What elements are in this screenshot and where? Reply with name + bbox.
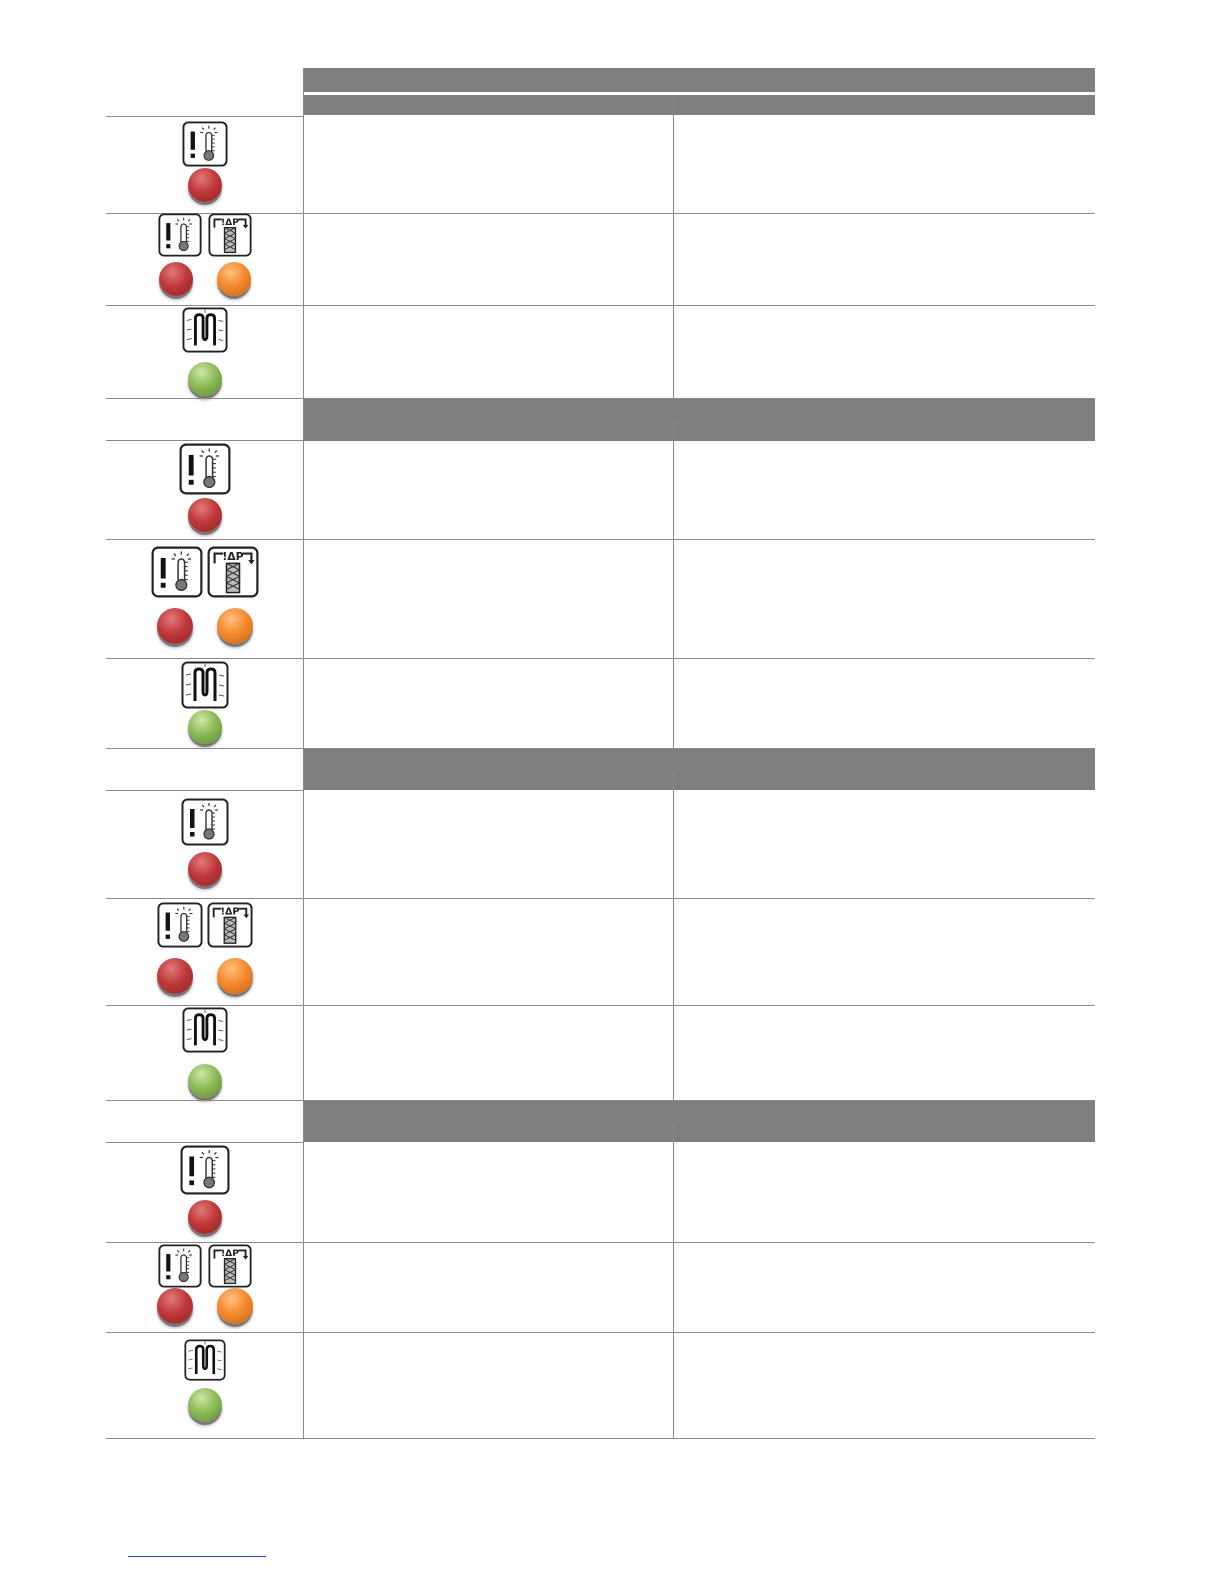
red-indicator-led bbox=[187, 498, 222, 532]
temperature-alarm-icon bbox=[157, 1244, 202, 1288]
heater-icon bbox=[183, 1339, 226, 1381]
column-header-bar bbox=[674, 1122, 1095, 1142]
svg-text:!ΔP: !ΔP bbox=[222, 550, 243, 563]
green-indicator-led bbox=[187, 362, 222, 396]
symbol-group bbox=[106, 659, 303, 711]
indicator-group bbox=[106, 1288, 303, 1324]
symbol-group: !ΔP bbox=[106, 901, 303, 949]
indicator-group bbox=[106, 362, 303, 396]
row-divider bbox=[106, 440, 303, 441]
symbol-group bbox=[106, 443, 303, 495]
orange-indicator-led bbox=[216, 608, 253, 644]
indicator-group bbox=[106, 710, 303, 744]
red-indicator-led bbox=[187, 852, 222, 886]
indicator-group bbox=[106, 1064, 303, 1098]
indicator-group bbox=[106, 1388, 303, 1422]
symbol-group bbox=[106, 1144, 303, 1196]
green-indicator-led bbox=[187, 1064, 222, 1098]
column-header-bar bbox=[303, 1122, 673, 1142]
orange-indicator-led bbox=[216, 1288, 253, 1324]
section-header-bar bbox=[303, 68, 1095, 92]
row-divider bbox=[106, 658, 1095, 659]
column-header-bar bbox=[674, 770, 1095, 790]
indicator-group bbox=[106, 498, 303, 532]
svg-text:!ΔP: !ΔP bbox=[221, 217, 239, 228]
row-divider bbox=[106, 748, 1095, 749]
heater-icon bbox=[181, 1007, 228, 1053]
temperature-alarm-icon bbox=[157, 213, 202, 257]
row-divider bbox=[106, 539, 1095, 540]
row-divider bbox=[106, 1438, 1095, 1439]
column-divider bbox=[303, 68, 304, 398]
column-divider bbox=[673, 770, 674, 1100]
section-header-bar bbox=[303, 399, 1095, 423]
red-indicator-led bbox=[156, 1288, 193, 1324]
symbol-group: !ΔP bbox=[106, 546, 303, 598]
row-divider bbox=[106, 398, 1095, 399]
temperature-alarm-icon bbox=[179, 443, 230, 495]
red-indicator-led bbox=[187, 1200, 222, 1234]
column-header-bar bbox=[303, 770, 673, 790]
indicator-group bbox=[106, 608, 303, 644]
column-header-bar bbox=[303, 421, 673, 441]
filter-pressure-icon: !ΔP bbox=[207, 1244, 252, 1288]
red-indicator-led bbox=[158, 262, 193, 296]
heater-icon bbox=[181, 307, 228, 353]
heater-icon bbox=[181, 661, 228, 709]
symbol-group bbox=[106, 121, 303, 167]
indicator-group bbox=[106, 852, 303, 886]
row-divider bbox=[106, 1100, 1095, 1101]
indicator-group bbox=[106, 262, 303, 296]
red-indicator-led bbox=[156, 958, 193, 994]
filter-pressure-icon: !ΔP bbox=[207, 546, 258, 598]
column-header-bar bbox=[674, 95, 1095, 115]
red-indicator-led bbox=[156, 608, 193, 644]
row-divider bbox=[106, 790, 303, 791]
orange-indicator-led bbox=[216, 262, 251, 296]
row-divider bbox=[106, 1142, 303, 1143]
temperature-alarm-icon bbox=[181, 798, 228, 846]
footnote-separator bbox=[128, 1556, 266, 1557]
symbol-group: !ΔP bbox=[106, 1244, 303, 1288]
row-divider bbox=[106, 116, 303, 117]
row-divider bbox=[106, 305, 1095, 306]
row-divider bbox=[106, 1242, 1095, 1243]
filter-pressure-icon: !ΔP bbox=[207, 213, 252, 257]
row-divider bbox=[106, 213, 1095, 214]
column-divider bbox=[303, 1101, 304, 1438]
column-divider bbox=[303, 399, 304, 748]
symbol-group: !ΔP bbox=[106, 213, 303, 257]
column-divider bbox=[673, 421, 674, 748]
filter-pressure-icon: !ΔP bbox=[206, 902, 253, 948]
section-header-bar bbox=[303, 749, 1095, 773]
column-divider bbox=[673, 1122, 674, 1438]
green-indicator-led bbox=[187, 1388, 222, 1422]
svg-text:!ΔP: !ΔP bbox=[220, 906, 239, 917]
temperature-alarm-icon bbox=[156, 902, 203, 948]
column-divider bbox=[673, 95, 674, 398]
red-indicator-led bbox=[187, 168, 222, 202]
row-divider bbox=[106, 1005, 1095, 1006]
column-header-bar bbox=[674, 421, 1095, 441]
indicator-group bbox=[106, 1200, 303, 1234]
temperature-alarm-icon bbox=[151, 546, 202, 598]
svg-text:!ΔP: !ΔP bbox=[221, 1248, 239, 1259]
temperature-alarm-icon bbox=[180, 1145, 229, 1195]
column-divider bbox=[303, 749, 304, 1100]
green-indicator-led bbox=[187, 710, 222, 744]
row-divider bbox=[106, 1332, 1095, 1333]
column-header-bar bbox=[303, 95, 673, 115]
symbol-group bbox=[106, 797, 303, 847]
symbol-group bbox=[106, 1337, 303, 1383]
indicator-group bbox=[106, 958, 303, 994]
orange-indicator-led bbox=[216, 958, 253, 994]
symbol-group bbox=[106, 1007, 303, 1053]
temperature-alarm-icon bbox=[181, 121, 228, 167]
symbol-group bbox=[106, 307, 303, 353]
indicator-group bbox=[106, 168, 303, 202]
section-header-bar bbox=[303, 1101, 1095, 1125]
row-divider bbox=[106, 898, 1095, 899]
